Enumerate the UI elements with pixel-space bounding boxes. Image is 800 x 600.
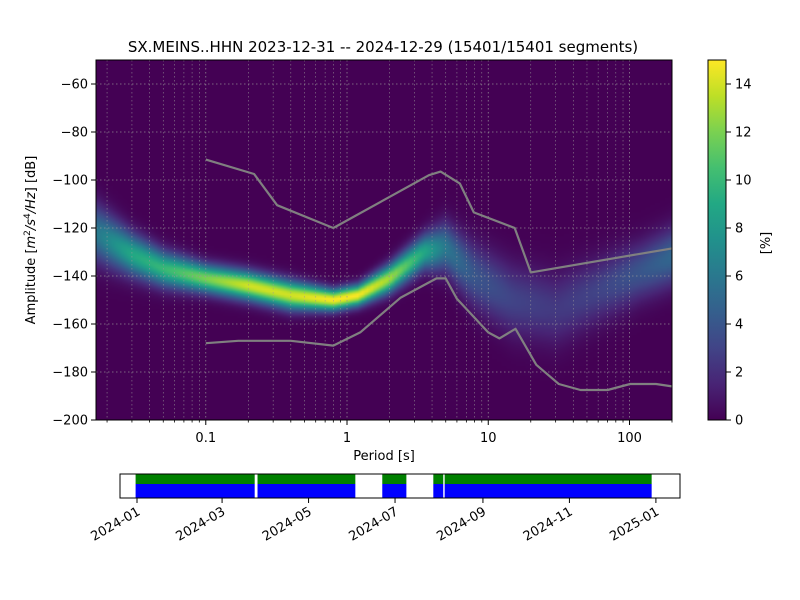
- y-axis-label: Amplitude [m2/s4/Hz] [dB]: [23, 156, 39, 325]
- colorbar-gradient: [707, 59, 727, 421]
- y-tick-label: −120: [52, 222, 88, 237]
- used-segment: [444, 484, 652, 498]
- colorbar-tick-label: 2: [735, 366, 743, 381]
- y-tick-label: −100: [52, 174, 88, 189]
- y-tick-label: −140: [52, 270, 88, 285]
- available-segment: [382, 474, 407, 484]
- x-axis-label: Period [s]: [353, 449, 415, 464]
- used-segment: [382, 484, 407, 498]
- used-segment: [257, 484, 356, 498]
- colorbar-tick-label: 14: [735, 78, 752, 93]
- used-segment: [135, 484, 255, 498]
- colorbar-tick-label: 12: [735, 126, 752, 141]
- x-tick-label: 0.1: [195, 431, 216, 446]
- available-segment: [433, 474, 444, 484]
- x-tick-label: 1: [343, 431, 351, 446]
- heatmap-plot: [95, 59, 673, 421]
- noise-model-lines: [205, 158, 673, 392]
- colorbar-tick-label: 0: [735, 414, 743, 429]
- y-tick-label: −180: [52, 366, 88, 381]
- available-segment: [444, 474, 652, 484]
- chart-title: SX.MEINS..HHN 2023-12-31 -- 2024-12-29 (…: [128, 38, 638, 56]
- grid-lines: [96, 60, 673, 420]
- y-tick-label: −200: [52, 414, 88, 429]
- colorbar-label: [%]: [759, 232, 774, 255]
- used-segment: [433, 484, 444, 498]
- x-axis: 0.1 1 10 100: [106, 420, 673, 446]
- density-heatmap: [96, 60, 672, 420]
- y-tick-label: −60: [61, 78, 88, 93]
- timeline-segments: [135, 474, 652, 498]
- available-segment: [257, 474, 356, 484]
- colorbar: 0 2 4 6 8 10 12 14 [%]: [707, 59, 774, 429]
- y-tick-label: −160: [52, 318, 88, 333]
- colorbar-tick-label: 10: [735, 174, 752, 189]
- colorbar-tick-label: 8: [735, 222, 743, 237]
- noise-model-line: [205, 158, 673, 274]
- y-tick-label: −80: [61, 126, 88, 141]
- x-tick-label: 100: [617, 431, 642, 446]
- colorbar-tick-label: 4: [735, 318, 743, 333]
- available-segment: [135, 474, 255, 484]
- noise-model-line: [205, 277, 673, 392]
- y-axis: −60 −80 −100 −120 −140 −160 −180 −200: [52, 78, 96, 429]
- x-tick-label: 10: [480, 431, 497, 446]
- colorbar-ticks: 0 2 4 6 8 10 12 14: [726, 78, 752, 429]
- colorbar-tick-label: 6: [735, 270, 743, 285]
